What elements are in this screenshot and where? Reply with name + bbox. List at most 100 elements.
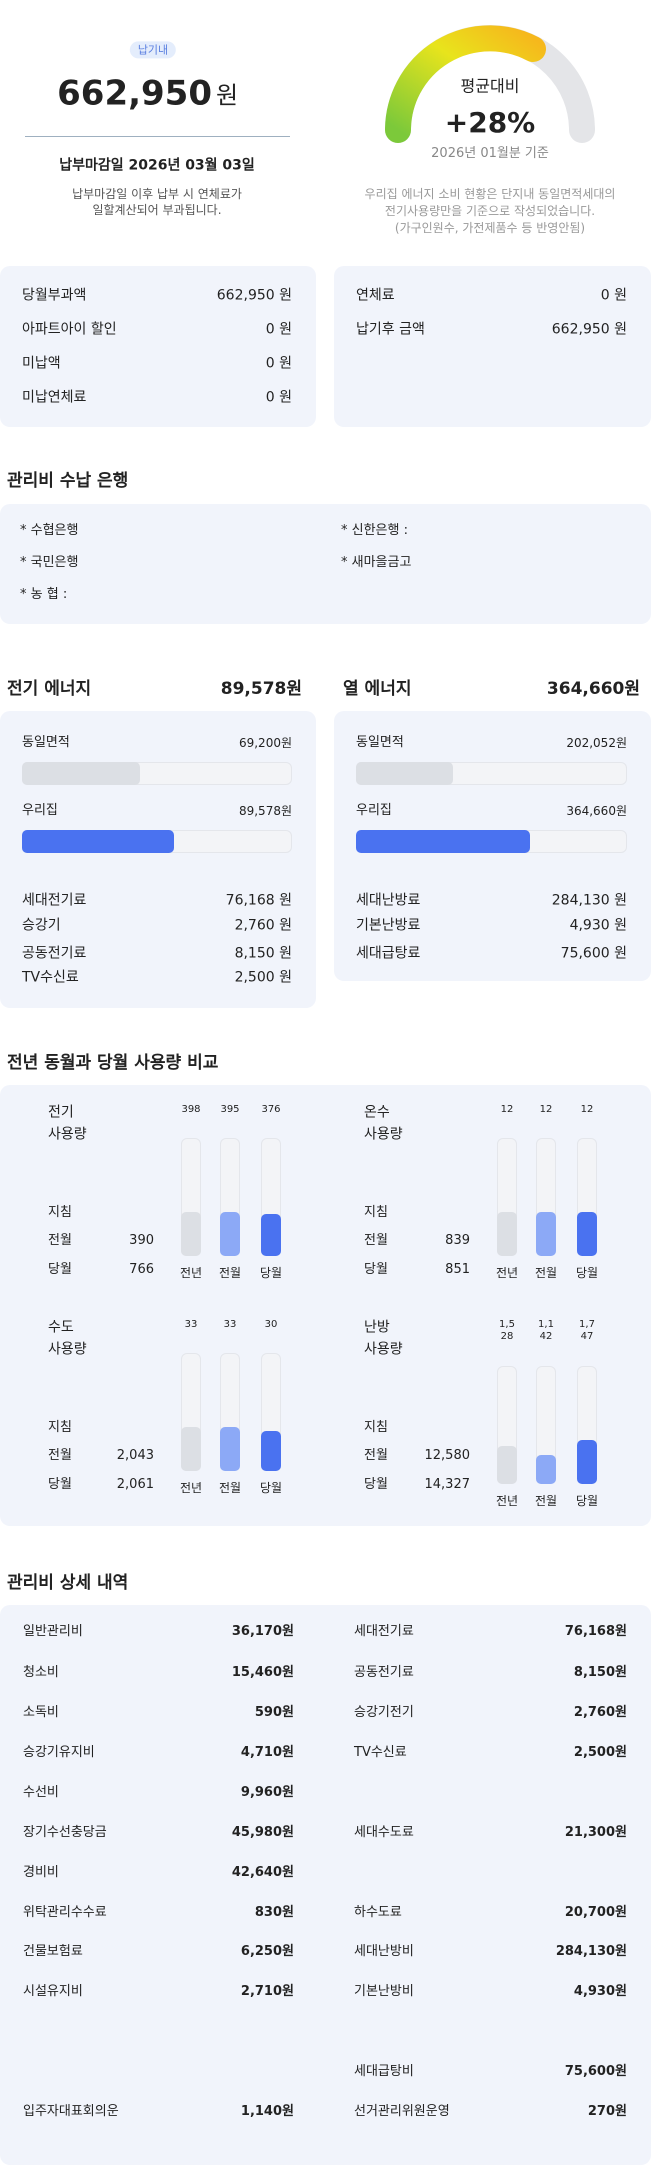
usage-value-label: 1,747 [579,1319,595,1342]
usage-category: 당월 [259,1480,283,1495]
charges-card [334,266,651,427]
charge-value: 662,950 원 [551,321,627,338]
detail-value: 76,168원 [564,1624,627,1640]
detail-label: 경비비 [23,1865,59,1881]
charge-label: 아파트아이 할인 [22,321,117,338]
section-title: 관리비 상세 내역 [7,1572,129,1593]
compare-label: 동일면적 [356,735,404,751]
detail-value: 2,500원 [573,1745,627,1761]
detail-label: TV수신료 [354,1745,407,1761]
gauge-value: +28% [444,106,536,140]
usage-row-label: 전월 [48,1448,72,1464]
usage-row-label: 전월 [364,1448,388,1464]
energy-total: 89,578원 [220,678,302,699]
energy-item-label: TV수신료 [22,969,79,986]
usage-value-label: 12 [539,1104,553,1115]
detail-value: 2,710원 [240,1984,294,2000]
energy-item-value: 2,500 원 [234,969,292,986]
energy-item-label: 승강기 [22,917,61,934]
usage-row-value: 14,327 [424,1477,471,1493]
charge-label: 당월부과액 [22,287,87,304]
charge-value: 0 원 [265,355,292,372]
badge: 납기내 [129,41,177,59]
usage-value-label: 33 [223,1319,237,1330]
gauge-note: 전기사용량만을 기준으로 작성되었습니다. [384,203,596,218]
charge-value: 662,950 원 [216,287,292,304]
usage-row-label: 전월 [364,1233,388,1249]
charge-label: 미납액 [22,355,61,372]
usage-bar [577,1440,597,1484]
usage-value-label: 33 [184,1319,198,1330]
amount-unit: 원 [216,81,239,110]
usage-category: 전월 [218,1480,242,1495]
usage-name: 수도 [48,1319,74,1336]
detail-value: 75,600원 [564,2064,627,2080]
energy-item-value: 284,130 원 [551,892,627,909]
bank-item: * 농 협 : [20,587,68,603]
detail-value: 36,170원 [231,1624,294,1640]
due-note: 납부마감일 이후 납부 시 연체료가 [72,186,242,201]
usage-value-label: 12 [580,1104,594,1115]
compare-bar [356,830,531,853]
usage-bar [577,1212,597,1256]
detail-value: 15,460원 [231,1665,294,1681]
usage-bar [497,1212,517,1256]
charge-label: 연체료 [356,287,395,304]
compare-value: 69,200원 [238,735,292,750]
usage-category: 전월 [534,1265,558,1280]
usage-value-label: 30 [264,1319,278,1330]
energy-item-label: 기본난방료 [356,917,421,934]
gauge [385,25,595,143]
detail-label: 세대전기료 [354,1624,414,1640]
usage-category: 전년 [179,1265,203,1280]
detail-label: 입주자대표회의운 [23,2104,119,2120]
energy-item-label: 세대전기료 [22,892,87,909]
usage-value-label: 376 [261,1104,281,1115]
energy-item-label: 공동전기료 [22,945,87,962]
usage-category: 당월 [575,1265,599,1280]
detail-label: 장기수선충당금 [23,1825,107,1841]
detail-label: 공동전기료 [354,1665,414,1681]
detail-label: 위탁관리수수료 [23,1905,107,1921]
energy-item-label: 세대난방료 [356,892,421,909]
gauge-basis: 2026년 01월분 기준 [431,146,549,162]
detail-value: 8,150원 [573,1665,627,1681]
usage-row-label: 당월 [48,1262,72,1278]
detail-value: 590원 [254,1705,294,1721]
usage-name: 사용량 [48,1341,87,1358]
usage-bar [536,1212,556,1256]
charges-card [0,266,316,427]
detail-label: 일반관리비 [23,1624,83,1640]
usage-value-label: 398 [181,1104,201,1115]
charge-value: 0 원 [600,287,627,304]
detail-value: 45,980원 [231,1825,294,1841]
usage-meter: 지침 [48,1205,72,1221]
compare-label: 동일면적 [22,735,70,751]
detail-label: 세대난방비 [354,1944,414,1960]
detail-label: 기본난방비 [354,1984,414,2000]
energy-item-value: 4,930 원 [569,917,627,934]
usage-row-value: 390 [129,1233,154,1249]
detail-value: 270원 [587,2104,627,2120]
usage-category: 전년 [179,1480,203,1495]
detail-value: 4,710원 [240,1745,294,1761]
energy-item-value: 75,600 원 [560,945,627,962]
detail-value: 2,760원 [573,1705,627,1721]
usage-name: 사용량 [364,1126,403,1143]
usage-row-value: 12,580 [424,1448,471,1464]
bank-item: * 수협은행 [20,523,79,539]
usage-bar [261,1214,281,1256]
due-note: 일할계산되어 부과됩니다. [92,202,222,217]
detail-label: 수선비 [23,1785,59,1801]
usage-category: 전월 [218,1265,242,1280]
usage-name: 사용량 [48,1126,87,1143]
compare-bar [356,762,453,785]
usage-meter: 지침 [364,1205,388,1221]
usage-row-value: 851 [445,1262,470,1278]
due-date: 납부마감일 2026년 03월 03일 [59,157,255,174]
section-title: 전년 동월과 당월 사용량 비교 [7,1052,219,1073]
gauge-label: 평균대비 [460,76,520,96]
compare-value: 364,660원 [566,803,627,818]
detail-label: 소독비 [23,1705,59,1721]
